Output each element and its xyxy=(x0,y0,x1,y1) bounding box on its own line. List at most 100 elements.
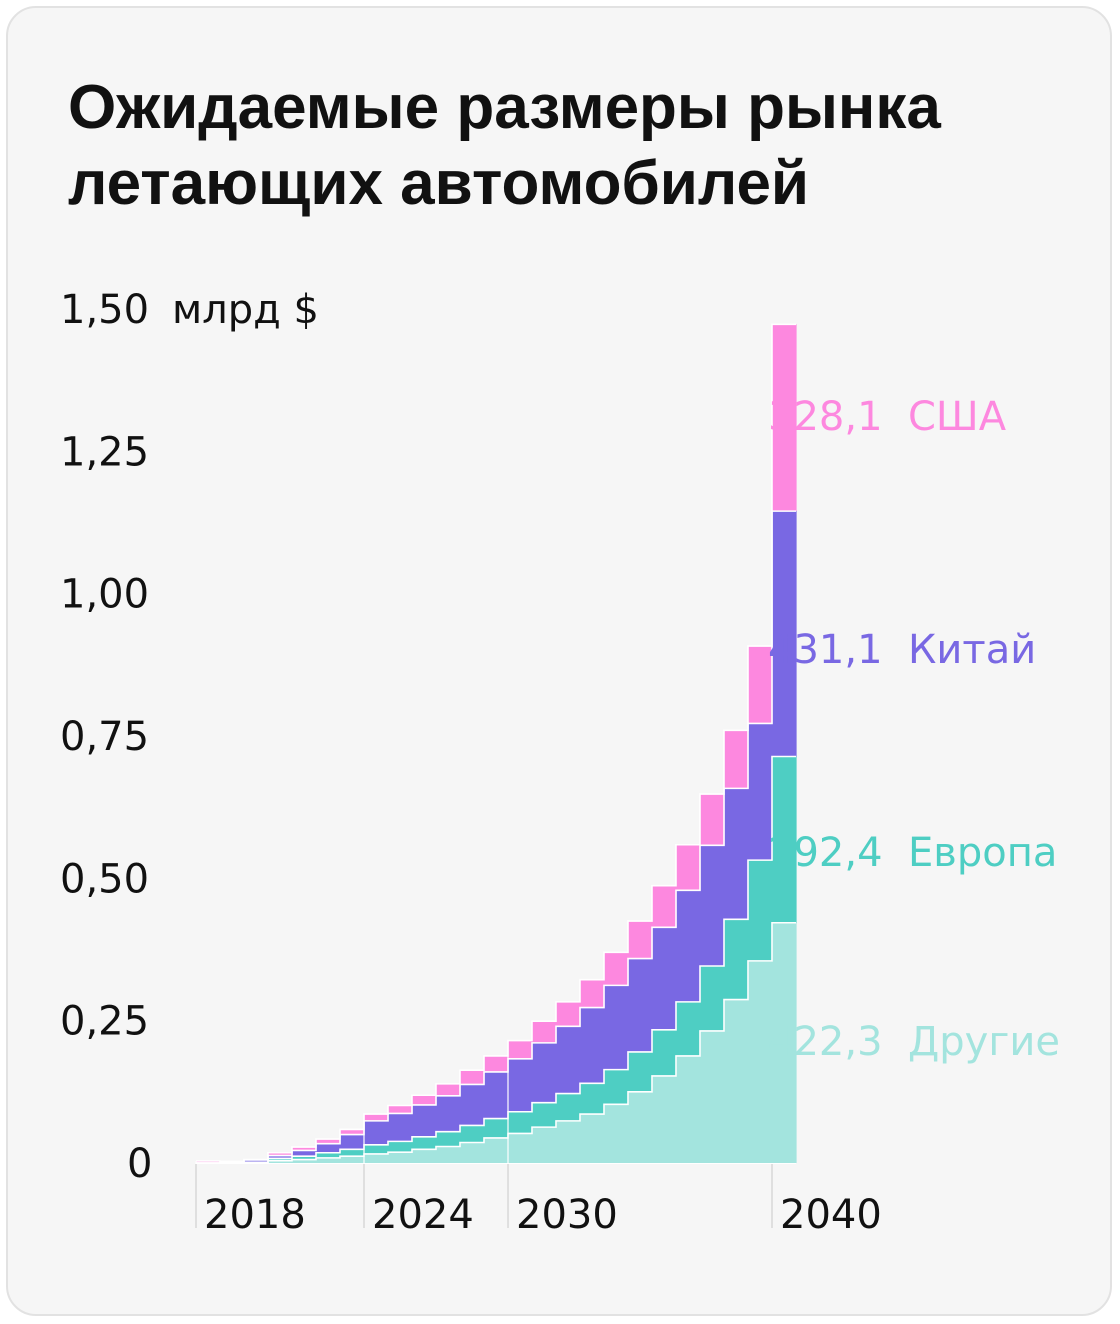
bar-Европа-2030 xyxy=(532,1102,557,1128)
bar-США-2028 xyxy=(484,1055,509,1072)
legend-label-Китай: Китай xyxy=(908,627,1036,673)
bar-Европа-2025 xyxy=(412,1136,437,1150)
bar-США-2038 xyxy=(724,730,749,789)
bar-Китай-2027 xyxy=(460,1084,485,1126)
y-tick-label-4: 1,00 xyxy=(60,572,149,618)
bar-Европа-2031 xyxy=(556,1093,581,1121)
bar-Китай-2035 xyxy=(652,927,677,1030)
y-tick-label-6: 1,50 xyxy=(60,287,149,333)
bar-США-2035 xyxy=(652,885,677,928)
bar-Китай-2024 xyxy=(388,1113,413,1142)
bar-Европа-2028 xyxy=(484,1118,509,1138)
bar-Другие-2028 xyxy=(484,1137,509,1163)
bar-Другие-2030 xyxy=(532,1127,557,1163)
bar-Китай-2026 xyxy=(436,1095,461,1132)
bar-США-2039 xyxy=(748,646,773,724)
bar-Другие-2031 xyxy=(556,1120,581,1163)
bar-США-2021 xyxy=(316,1139,341,1144)
bar-Европа-2019 xyxy=(268,1158,293,1161)
x-tick-label-2040: 2040 xyxy=(780,1192,882,1238)
bar-Другие-2026 xyxy=(436,1146,461,1163)
bar-Китай-2019 xyxy=(268,1155,293,1159)
x-tick-label-2024: 2024 xyxy=(372,1192,474,1238)
bar-США-2022 xyxy=(340,1129,365,1135)
bar-Китай-2038 xyxy=(724,788,749,920)
legend-label-Другие: Другие xyxy=(908,1019,1060,1065)
bar-Китай-2034 xyxy=(628,958,653,1052)
bar-Европа-2035 xyxy=(652,1029,677,1076)
bar-Китай-2025 xyxy=(412,1104,437,1137)
chart-title: Ожидаемые размеры рынка летающих автомоб… xyxy=(68,73,941,218)
bar-Европа-2039 xyxy=(748,860,773,961)
y-tick-label-5: 1,25 xyxy=(60,429,149,475)
bar-Европа-2037 xyxy=(700,966,725,1031)
bar-США-2031 xyxy=(556,1001,581,1027)
bar-США-2016 xyxy=(196,1161,221,1163)
end-value-Другие: 422,3 xyxy=(768,1019,883,1065)
bar-Другие-2037 xyxy=(700,1030,725,1163)
bar-США-2025 xyxy=(412,1095,437,1105)
bar-США-2023 xyxy=(364,1114,389,1121)
bar-Другие-2029 xyxy=(508,1133,533,1163)
bar-Другие-2020 xyxy=(292,1159,317,1163)
bar-США-2037 xyxy=(700,794,725,846)
bar-Другие-2032 xyxy=(580,1114,605,1163)
bar-Китай-2040 xyxy=(772,511,797,757)
bar-Европа-2027 xyxy=(460,1125,485,1143)
bar-Китай-2037 xyxy=(700,845,725,967)
bar-Европа-2024 xyxy=(388,1141,413,1153)
bar-Европа-2034 xyxy=(628,1051,653,1092)
bar-США-2030 xyxy=(532,1021,557,1043)
bar-Европа-2033 xyxy=(604,1069,629,1105)
bar-Китай-2021 xyxy=(316,1143,341,1153)
bar-Китай-2020 xyxy=(292,1150,317,1157)
bar-Китай-2032 xyxy=(580,1007,605,1084)
bar-Другие-2033 xyxy=(604,1104,629,1163)
bar-Китай-2033 xyxy=(604,985,629,1070)
bar-Китай-2039 xyxy=(748,723,773,861)
bar-США-2032 xyxy=(580,979,605,1008)
bar-Другие-2025 xyxy=(412,1149,437,1163)
end-value-США: 328,1 xyxy=(768,394,883,440)
end-value-Китай: 431,1 xyxy=(768,627,883,673)
bar-Другие-2022 xyxy=(340,1156,365,1163)
bar-США-2040 xyxy=(772,324,797,512)
bar-Китай-2029 xyxy=(508,1058,533,1112)
series-edge-США xyxy=(196,323,796,1163)
bar-США-2027 xyxy=(460,1070,485,1085)
bar-Китай-2028 xyxy=(484,1071,509,1119)
y-tick-label-2: 0,50 xyxy=(60,856,149,902)
bar-Европа-2036 xyxy=(676,1001,701,1056)
bar-США-2019 xyxy=(268,1152,293,1156)
bar-Китай-2018 xyxy=(244,1159,269,1163)
bar-США-2020 xyxy=(292,1147,317,1151)
series-edge-Другие xyxy=(196,921,796,1164)
bar-Европа-2020 xyxy=(292,1156,317,1160)
bar-США-2033 xyxy=(604,952,629,986)
bar-Китай-2036 xyxy=(676,890,701,1002)
bar-Китай-2030 xyxy=(532,1042,557,1103)
bar-Европа-2040 xyxy=(772,756,797,923)
bar-Европа-2029 xyxy=(508,1111,533,1134)
bar-Европа-2032 xyxy=(580,1083,605,1115)
bar-Другие-2021 xyxy=(316,1157,341,1163)
bar-США-2024 xyxy=(388,1105,413,1114)
bar-Европа-2022 xyxy=(340,1149,365,1157)
bar-Европа-2023 xyxy=(364,1144,389,1154)
bar-Другие-2035 xyxy=(652,1075,677,1163)
bar-Европа-2026 xyxy=(436,1131,461,1147)
bar-Другие-2034 xyxy=(628,1091,653,1163)
legend-label-Европа: Европа xyxy=(908,830,1057,876)
y-tick-label-1: 0,25 xyxy=(60,999,149,1045)
bar-Другие-2024 xyxy=(388,1152,413,1163)
bar-Другие-2040 xyxy=(772,922,797,1163)
end-value-Европа: 292,4 xyxy=(768,830,883,876)
bar-США-2036 xyxy=(676,844,701,891)
y-axis-unit: млрд $ xyxy=(172,287,319,333)
bar-США-2029 xyxy=(508,1040,533,1059)
bar-Другие-2023 xyxy=(364,1153,389,1163)
bar-Китай-2031 xyxy=(556,1026,581,1094)
bar-Европа-2021 xyxy=(316,1152,341,1158)
bar-Китай-2023 xyxy=(364,1120,389,1145)
